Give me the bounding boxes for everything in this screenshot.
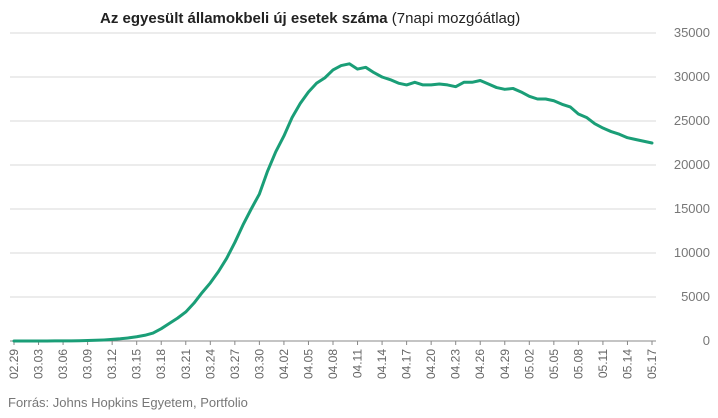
x-tick-label: 04.11 xyxy=(351,349,365,378)
x-tick-label: 05.02 xyxy=(522,349,536,379)
y-tick-label: 15000 xyxy=(674,201,710,216)
y-tick-label: 20000 xyxy=(674,157,710,172)
y-tick-label: 30000 xyxy=(674,69,710,84)
x-tick-label: 03.03 xyxy=(32,349,46,379)
x-tick-label: 03.12 xyxy=(105,349,119,379)
y-tick-label: 35000 xyxy=(674,25,710,40)
x-tick-label: 04.05 xyxy=(301,349,315,379)
x-tick-label: 04.02 xyxy=(277,349,291,379)
x-tick-label: 04.26 xyxy=(473,349,487,379)
x-tick-label: 04.23 xyxy=(449,349,463,379)
x-axis-ticks: 02.29 03.03 03.06 03.09 03.12 03.15 03.18 03.21… xyxy=(7,341,659,379)
x-tick-label: 04.17 xyxy=(400,349,414,379)
x-tick-label: 03.15 xyxy=(130,349,144,379)
y-tick-label: 5000 xyxy=(681,289,710,304)
x-tick-label: 03.09 xyxy=(81,349,95,379)
x-tick-label: 02.29 xyxy=(7,349,21,379)
x-tick-label: 05.08 xyxy=(571,349,585,379)
chart-title-bold: Az egyesült államokbeli új esetek száma xyxy=(100,10,388,27)
x-tick-label: 05.14 xyxy=(620,349,634,379)
y-axis-ticks: 0 5000 10000 15000 20000 25000 30000 35000 xyxy=(674,25,710,348)
x-tick-label: 03.30 xyxy=(252,349,266,379)
gridlines xyxy=(10,32,656,298)
series-line-new-cases xyxy=(12,62,654,343)
x-tick-label: 04.29 xyxy=(498,349,512,379)
x-tick-label: 03.06 xyxy=(56,349,70,379)
x-tick-label: 03.18 xyxy=(154,349,168,379)
x-tick-label: 03.24 xyxy=(203,349,217,379)
x-tick-label: 05.17 xyxy=(645,349,659,379)
x-tick-label: 04.14 xyxy=(375,349,389,379)
chart-title: Az egyesült államokbeli új esetek száma … xyxy=(100,10,520,27)
x-tick-label: 03.27 xyxy=(228,349,242,379)
y-tick-label: 0 xyxy=(703,333,710,348)
x-tick-label: 03.21 xyxy=(179,349,193,379)
x-tick-label: 05.05 xyxy=(547,349,561,379)
x-tick-label: 05.11 xyxy=(596,349,610,378)
chart-title-normal: (7napi mozgóátlag) xyxy=(388,10,521,27)
x-tick-label: 04.08 xyxy=(326,349,340,379)
x-tick-label: 04.20 xyxy=(424,349,438,379)
y-tick-label: 25000 xyxy=(674,113,710,128)
source-note: Forrás: Johns Hopkins Egyetem, Portfolio xyxy=(8,395,248,410)
y-tick-label: 10000 xyxy=(674,245,710,260)
